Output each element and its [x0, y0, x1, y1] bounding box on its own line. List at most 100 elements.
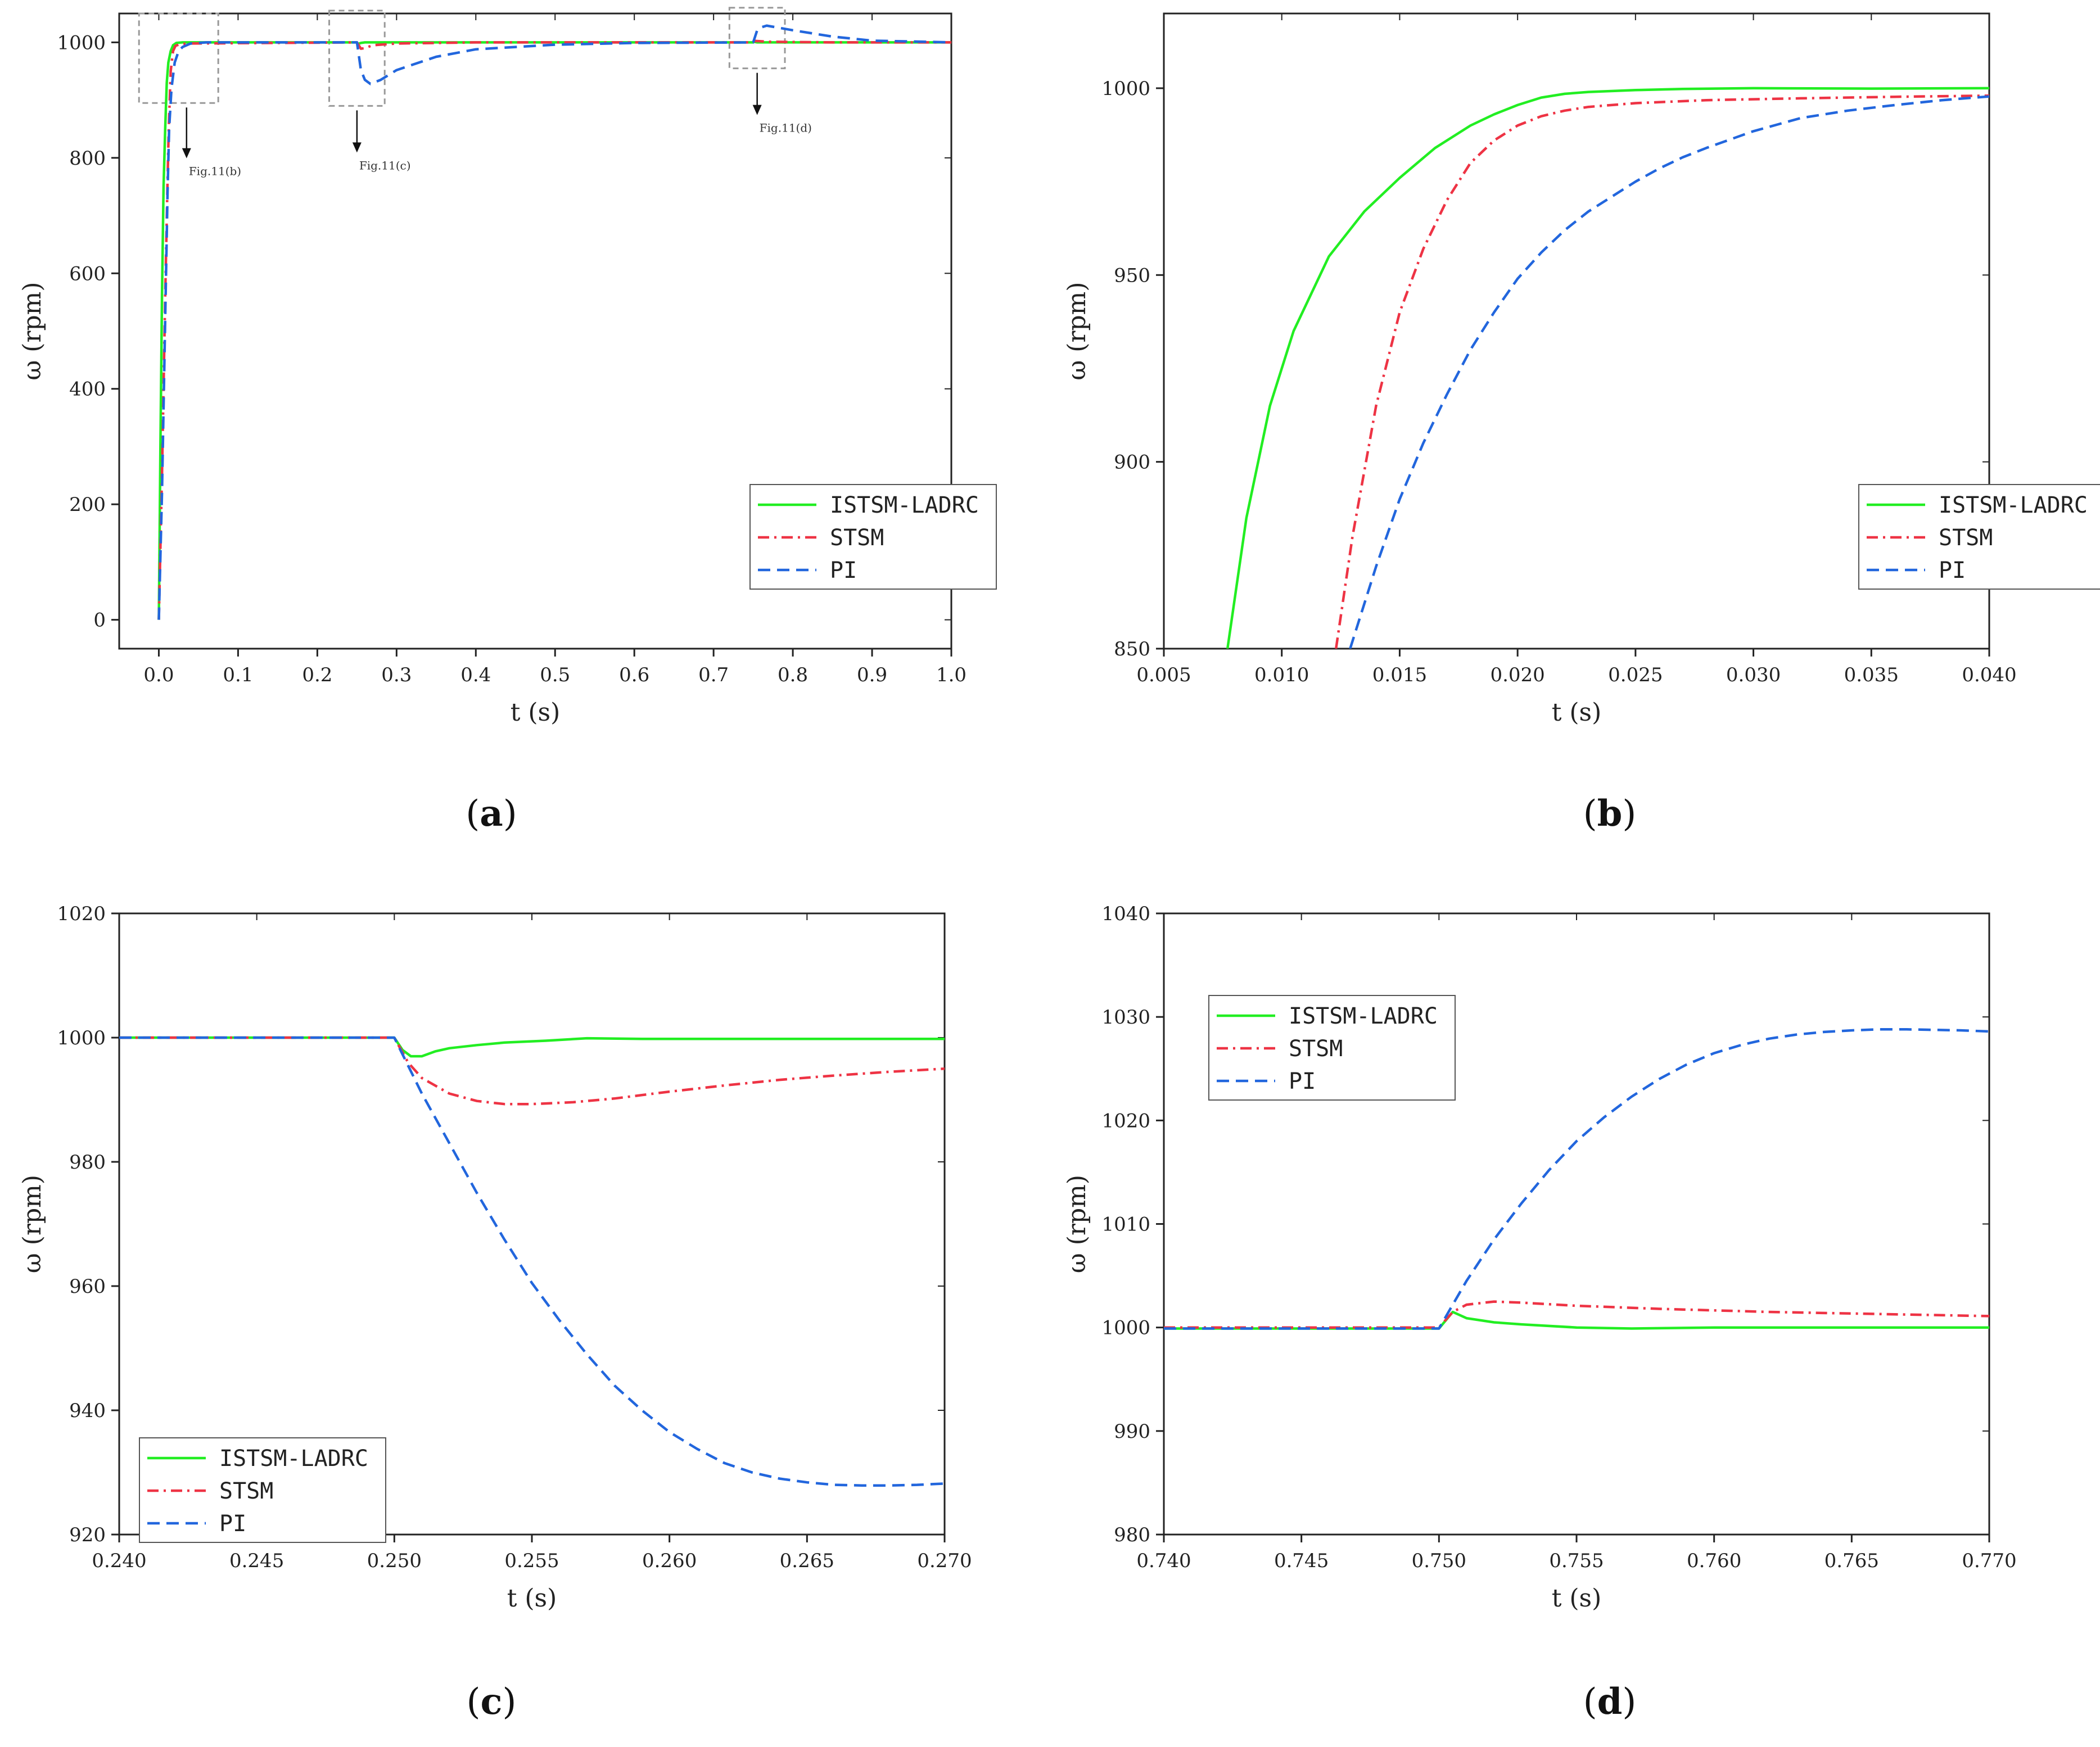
- chart-panel-b: 0.005 0.010 0.015 0.020 0.025 0.030 0.035 0.040…: [1050, 0, 2100, 874]
- x-tick-label: 0.025: [1608, 664, 1663, 686]
- y-tick-label: 600: [69, 262, 106, 285]
- series-line-istsm-ladrc: [1226, 87, 1989, 649]
- x-tick-label: 0.765: [1824, 1550, 1879, 1572]
- y-tick-label: 960: [69, 1275, 106, 1298]
- series-group: [157, 24, 951, 620]
- y-tick-label: 1010: [1101, 1214, 1150, 1236]
- chart-d-svg: 0.740 0.745 0.750 0.755 0.760 0.765 0.770 980 99…: [1063, 903, 2017, 1613]
- y-tick-label: 850: [1114, 638, 1150, 660]
- y-tick-label: 1000: [1101, 1317, 1150, 1339]
- zoom-box: [138, 12, 219, 104]
- x-axis-label: t (s): [1552, 1584, 1602, 1613]
- legend-label-pi: PI: [1939, 558, 1966, 583]
- y-tick-label: 990: [1114, 1420, 1150, 1443]
- x-tick-label: 0.265: [780, 1550, 834, 1572]
- chart-panel-d: 0.740 0.745 0.750 0.755 0.760 0.765 0.770 980 99…: [1050, 874, 2100, 1747]
- legend-label-pi: PI: [830, 558, 857, 583]
- zoom-annotation-label: Fig.11(d): [760, 121, 812, 135]
- y-tick-label: 1020: [57, 903, 106, 925]
- x-tick-label: 0.9: [857, 664, 887, 686]
- x-tick-label: 0.015: [1372, 664, 1427, 686]
- plot-frame: [1163, 12, 1990, 650]
- x-tick-label: 0.030: [1726, 664, 1781, 686]
- series-line-stsm: [1164, 1300, 1989, 1329]
- caption-b-letter: b: [1597, 793, 1623, 835]
- y-tick-label: 200: [69, 494, 106, 516]
- legend: ISTSM-LADRC STSM PI: [749, 484, 997, 590]
- y-tick-label: 800: [69, 147, 106, 170]
- y-tick-label: 1020: [1101, 1110, 1150, 1132]
- x-tick-label: 0.270: [917, 1550, 972, 1572]
- chart-a-svg: 0.0 0.1 0.2 0.3 0.4 0.5 0.6 0.7 0.8 0.9 1.0 0 200 400…: [18, 7, 997, 727]
- y-tick-label: 1000: [57, 31, 106, 54]
- y-axis-label: ω (rpm): [18, 282, 47, 380]
- legend: ISTSM-LADRC STSM PI: [1858, 484, 2100, 590]
- y-tick-label: 1040: [1101, 903, 1150, 925]
- series-line-pi: [1164, 1028, 1989, 1330]
- x-tick-label: 0.8: [778, 664, 808, 686]
- legend-label-pi: PI: [219, 1511, 246, 1537]
- x-tick-label: 0.010: [1254, 664, 1309, 686]
- y-tick-label: 400: [69, 378, 106, 401]
- x-tick-label: 0.260: [642, 1550, 697, 1572]
- y-tick-label: 980: [69, 1151, 106, 1174]
- legend-label-istsm-ladrc: ISTSM-LADRC: [219, 1446, 368, 1472]
- x-tick-label: 0.035: [1844, 664, 1899, 686]
- series-line-pi: [157, 24, 951, 620]
- chart-b-svg: 0.005 0.010 0.015 0.020 0.025 0.030 0.035 0.040…: [1063, 12, 2100, 727]
- x-axis-label: t (s): [511, 698, 561, 727]
- x-tick-label: 0.745: [1274, 1550, 1329, 1572]
- y-tick-label: 950: [1114, 264, 1150, 287]
- legend-label-stsm: STSM: [830, 525, 884, 551]
- x-tick-label: 0.750: [1412, 1550, 1466, 1572]
- caption-c: (c): [466, 1681, 517, 1723]
- legend-label-stsm: STSM: [1289, 1036, 1343, 1062]
- series-group: [1226, 87, 1989, 649]
- caption-b: (b): [1583, 793, 1637, 835]
- chart-panel-a: 0.0 0.1 0.2 0.3 0.4 0.5 0.6 0.7 0.8 0.9 1.0 0 200 400…: [0, 0, 1050, 874]
- x-tick-label: 0.755: [1549, 1550, 1604, 1572]
- caption-c-letter: c: [480, 1681, 503, 1723]
- series-line-pi: [119, 1036, 945, 1487]
- chart-c-svg: 0.240 0.245 0.250 0.255 0.260 0.265 0.270 920 94…: [18, 903, 972, 1613]
- legend-label-stsm: STSM: [1939, 525, 1993, 551]
- series-group: [1164, 1028, 1989, 1330]
- caption-a: (a): [466, 793, 517, 835]
- y-tick-label: 900: [1114, 451, 1150, 474]
- x-tick-label: 0.240: [92, 1550, 146, 1572]
- x-tick-label: 0.5: [540, 664, 570, 686]
- y-tick-label: 1000: [1101, 78, 1150, 100]
- legend: ISTSM-LADRC STSM PI: [1208, 995, 1456, 1101]
- zoom-box: [328, 10, 386, 107]
- x-tick-label: 0.020: [1490, 664, 1544, 686]
- series-line-pi: [1349, 95, 1989, 649]
- x-tick-label: 0.040: [1962, 664, 2016, 686]
- x-axis-label: t (s): [1552, 698, 1602, 727]
- y-tick-label: 980: [1114, 1524, 1150, 1546]
- caption-d: (d): [1583, 1681, 1637, 1723]
- x-axis-label: t (s): [507, 1584, 557, 1613]
- y-tick-label: 920: [69, 1524, 106, 1546]
- arrow-head: [182, 148, 191, 159]
- y-tick-label: 940: [69, 1400, 106, 1422]
- x-tick-label: 0.245: [229, 1550, 284, 1572]
- plot-frame: [118, 12, 952, 650]
- legend-label-istsm-ladrc: ISTSM-LADRC: [1289, 1003, 1438, 1029]
- legend: ISTSM-LADRC STSM PI: [139, 1437, 386, 1543]
- x-tick-label: 0.0: [143, 664, 174, 686]
- x-tick-label: 0.005: [1136, 664, 1191, 686]
- arrow-head: [752, 105, 762, 115]
- y-axis-label: ω (rpm): [1063, 1175, 1091, 1273]
- x-tick-label: 0.760: [1687, 1550, 1741, 1572]
- y-tick-label: 1030: [1101, 1006, 1150, 1029]
- x-tick-label: 0.255: [504, 1550, 559, 1572]
- zoom-annotation-label: Fig.11(b): [189, 165, 241, 178]
- x-tick-label: 0.250: [367, 1550, 422, 1572]
- series-line-istsm-ladrc: [119, 1036, 945, 1058]
- x-tick-label: 0.4: [460, 664, 491, 686]
- legend-label-istsm-ladrc: ISTSM-LADRC: [1939, 492, 2088, 518]
- x-tick-label: 0.2: [302, 664, 332, 686]
- y-axis-label: ω (rpm): [1063, 282, 1091, 380]
- x-tick-label: 0.1: [223, 664, 253, 686]
